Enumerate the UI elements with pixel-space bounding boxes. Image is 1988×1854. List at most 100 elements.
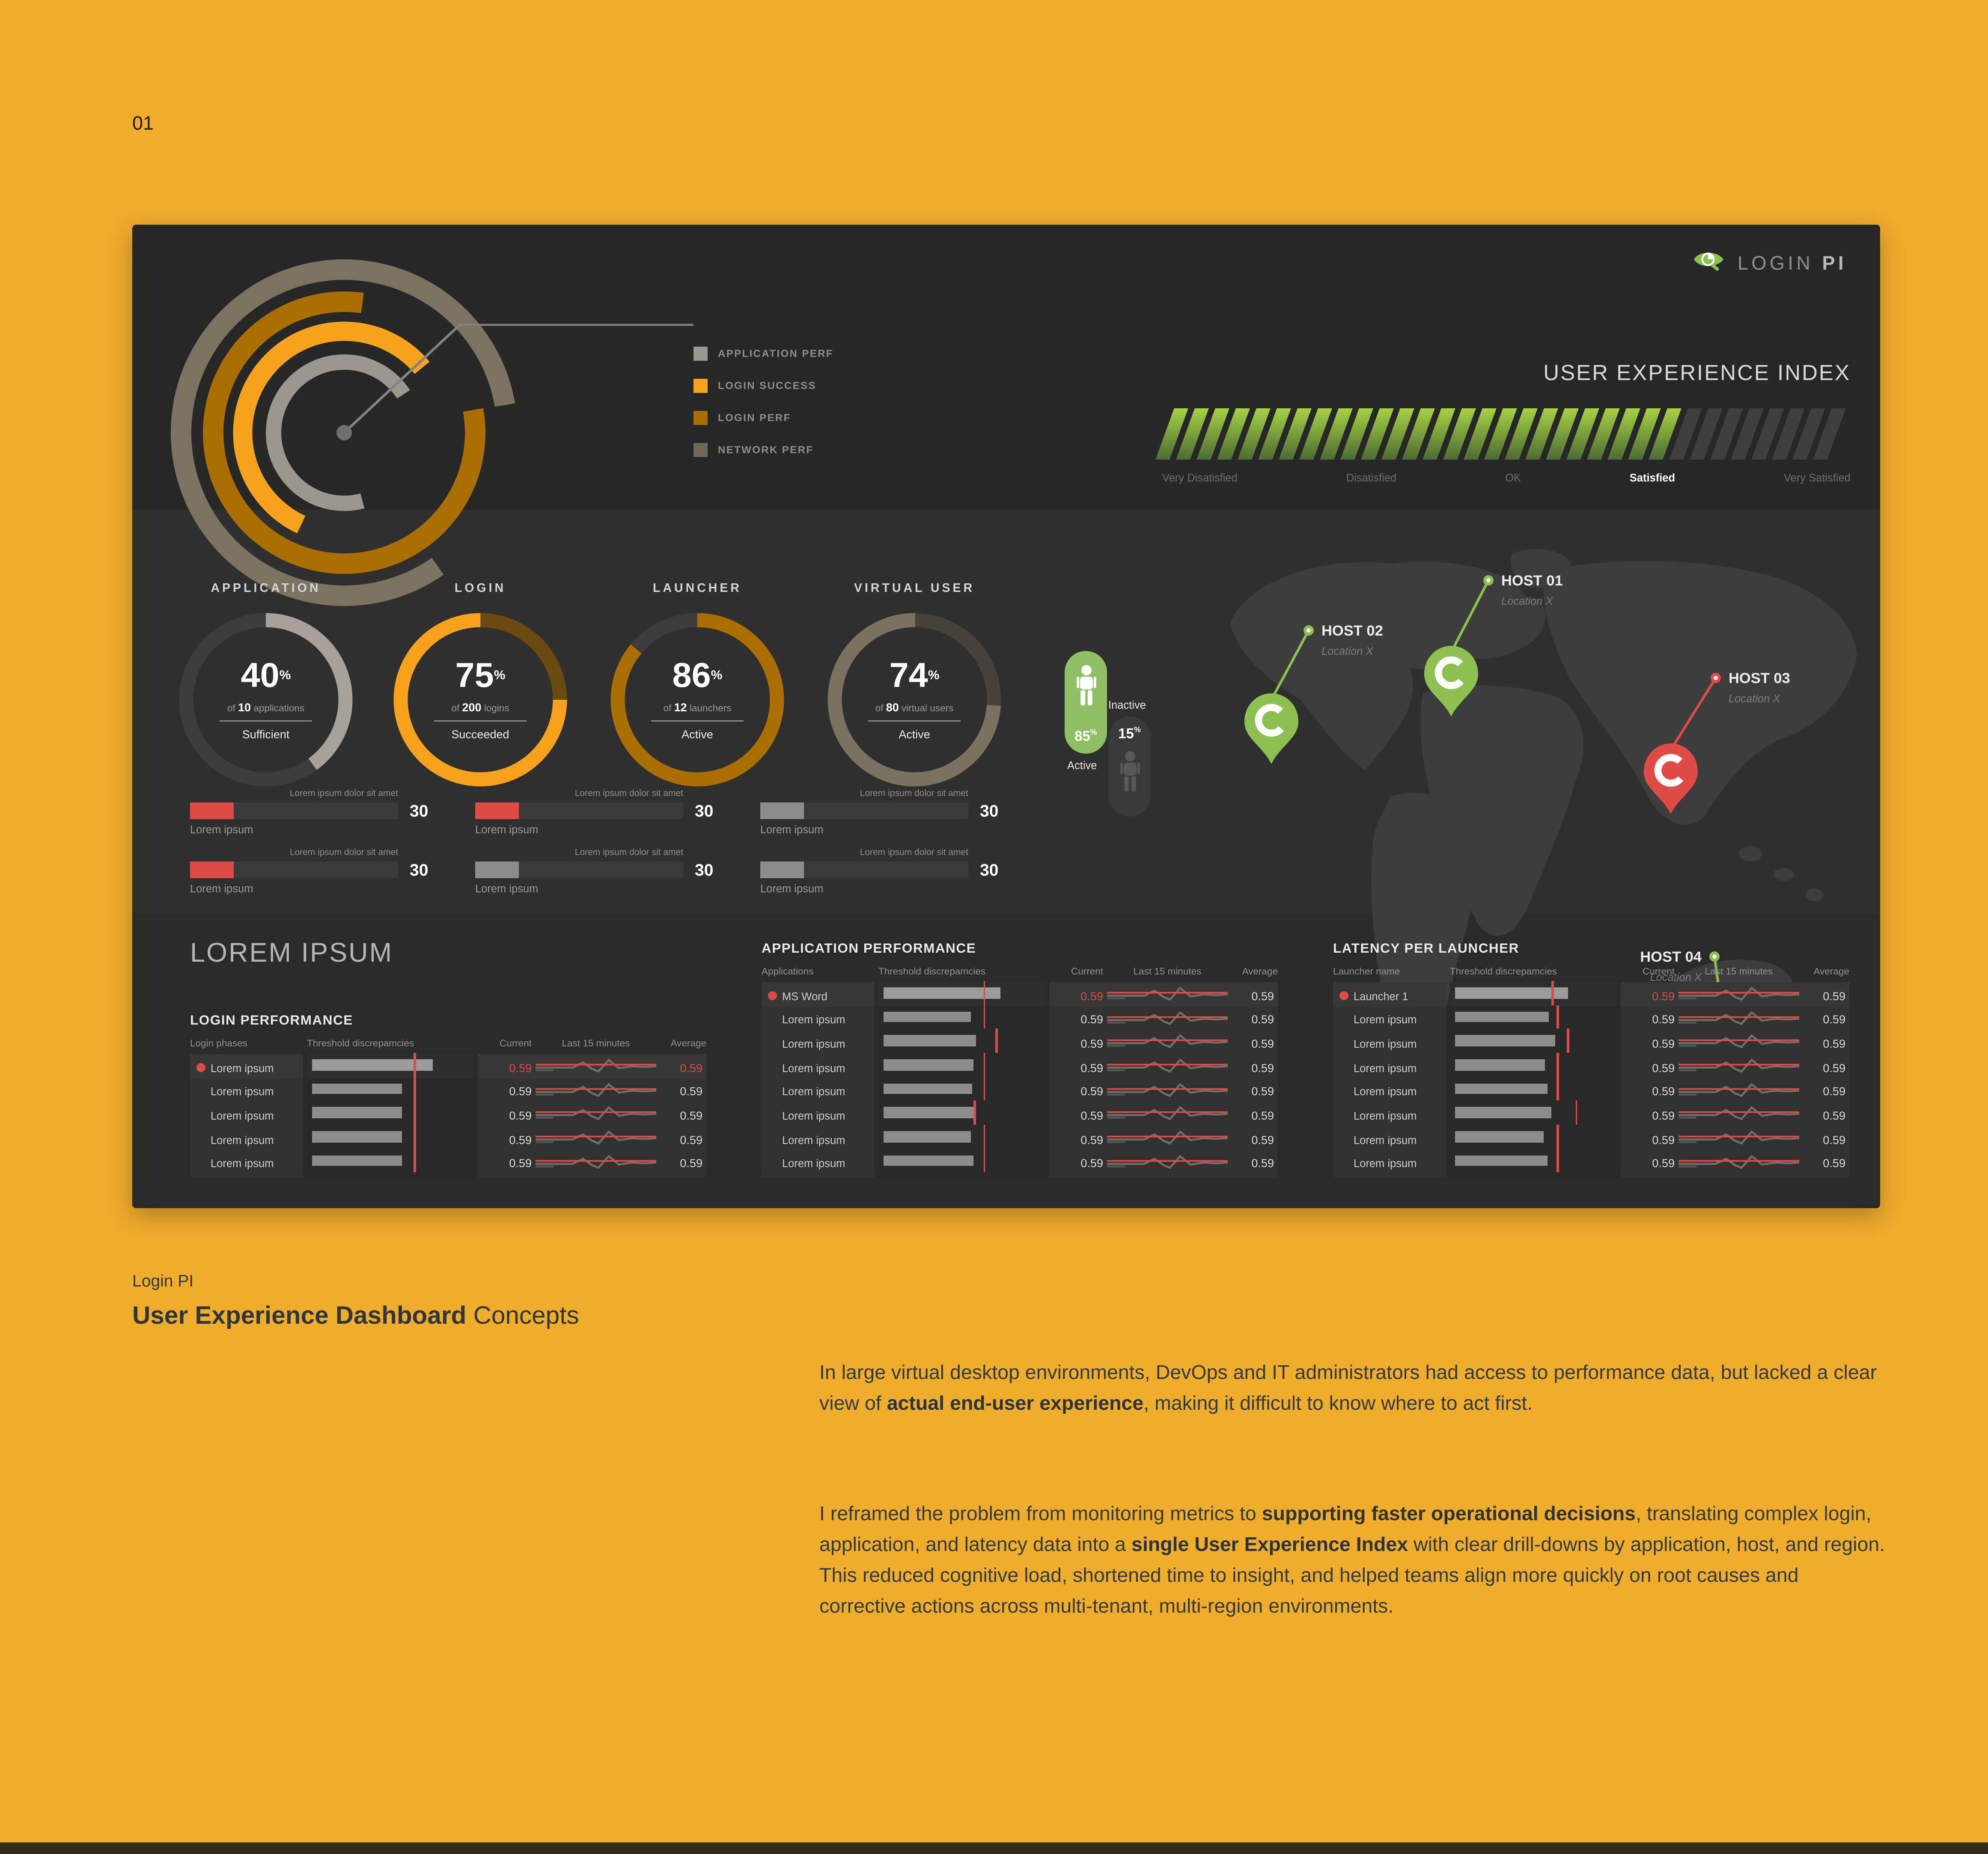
row-current: 0.59 xyxy=(1080,1013,1103,1026)
row-threshold-bar xyxy=(878,981,1045,1009)
table-row[interactable]: Lorem ipsum 0.59 0.59 xyxy=(190,1077,710,1105)
legend-item-1[interactable]: LOGIN SUCCESS xyxy=(693,379,833,393)
table-row[interactable]: Lorem ipsum 0.59 0.59 xyxy=(762,1149,1282,1177)
row-threshold-bar xyxy=(1450,1005,1617,1034)
table-row[interactable]: Lorem ipsum 0.59 0.59 xyxy=(762,1101,1282,1129)
sparkline xyxy=(1107,1058,1228,1073)
table-row[interactable]: Lorem ipsum 0.59 0.59 xyxy=(1333,1077,1853,1105)
table-row[interactable]: Lorem ipsum 0.59 0.59 xyxy=(190,1053,710,1081)
uei-label-active: Satisfied xyxy=(1629,471,1676,484)
row-threshold-bar xyxy=(307,1125,474,1153)
donut-launcher: LAUNCHER 86% of 12 launchers Active xyxy=(601,582,794,796)
table-header: Applications Threshold discrepamcies Cur… xyxy=(762,966,1282,977)
sparkline xyxy=(1678,1130,1800,1145)
table-row[interactable]: Lorem ipsum 0.59 0.59 xyxy=(1333,1053,1853,1082)
kpi-bottom-label: Lorem ipsum xyxy=(190,823,253,836)
donut-status: Succeeded xyxy=(451,728,509,741)
legend-item-2[interactable]: LOGIN PERF xyxy=(693,411,833,425)
row-metrics: 0.59 0.59 xyxy=(1049,982,1278,1009)
kpi-value: 30 xyxy=(980,860,999,879)
caption-kicker: Login PI xyxy=(132,1271,194,1290)
uei-title: USER EXPERIENCE INDEX xyxy=(1543,361,1851,385)
col-last15: Last 15 minutes xyxy=(1133,966,1202,977)
table-row[interactable]: Lorem ipsum 0.59 0.59 xyxy=(1333,1149,1853,1177)
donut-divider xyxy=(651,720,744,722)
table-row[interactable]: Lorem ipsum 0.59 0.59 xyxy=(1333,1029,1853,1058)
sparkline xyxy=(1678,1082,1800,1097)
needle-hub xyxy=(336,425,352,440)
radial-ring xyxy=(171,259,518,606)
col-average: Average xyxy=(1242,966,1278,977)
sparkline xyxy=(1678,1058,1800,1073)
donut-value: 86% xyxy=(672,656,723,695)
table-row[interactable]: Lorem ipsum 0.59 0.59 xyxy=(190,1149,710,1177)
host-pin-2[interactable]: HOST 02 Location X xyxy=(1244,623,1383,764)
host-pin-1[interactable]: HOST 01 Location X xyxy=(1424,573,1563,716)
kpi-track xyxy=(760,802,968,819)
row-current: 0.59 xyxy=(509,1061,532,1074)
kpi-bar-5: Lorem ipsum dolor sit amet 30 Lorem ipsu… xyxy=(475,849,760,895)
row-current: 0.59 xyxy=(1652,1037,1675,1050)
active-users-pill: 85% xyxy=(1065,651,1107,754)
host-pin-3[interactable]: HOST 03 Location X xyxy=(1644,670,1790,814)
sparkline xyxy=(1678,1106,1800,1121)
uei-label: OK xyxy=(1505,471,1521,484)
kpi-bottom-label: Lorem ipsum xyxy=(760,882,824,895)
table-row[interactable]: Lorem ipsum 0.59 0.59 xyxy=(1333,1101,1853,1129)
table-row[interactable]: Lorem ipsum 0.59 0.59 xyxy=(190,1101,710,1129)
table-row[interactable]: Lorem ipsum 0.59 0.59 xyxy=(762,1077,1282,1105)
alert-dot-icon xyxy=(196,1063,205,1072)
caption-paragraph-1: In large virtual desktop environments, D… xyxy=(819,1362,1877,1415)
table-row[interactable]: Lorem ipsum 0.59 0.59 xyxy=(762,1029,1282,1058)
table-row[interactable]: Launcher 1 0.59 0.59 xyxy=(1333,981,1853,1009)
sparkline xyxy=(1678,986,1800,1001)
row-average: 0.59 xyxy=(1823,1085,1845,1098)
uei-label: Very Disatisfied xyxy=(1162,471,1238,484)
row-metrics: 0.59 0.59 xyxy=(1049,1102,1278,1129)
row-current: 0.59 xyxy=(1080,989,1103,1002)
row-threshold-bar xyxy=(1450,981,1617,1009)
table-row[interactable]: Lorem ipsum 0.59 0.59 xyxy=(762,1125,1282,1153)
legend-item-0[interactable]: APPLICATION PERF xyxy=(693,347,833,361)
row-average: 0.59 xyxy=(1251,1013,1274,1026)
table-row[interactable]: Lorem ipsum 0.59 0.59 xyxy=(1333,1125,1853,1153)
legend-label: LOGIN SUCCESS xyxy=(718,380,816,392)
uei-label: Disatisfied xyxy=(1346,471,1397,484)
legend-item-3[interactable]: NETWORK PERF xyxy=(693,443,833,457)
row-average: 0.59 xyxy=(1251,1157,1274,1170)
row-current: 0.59 xyxy=(509,1109,532,1122)
host-location: Location X xyxy=(1650,972,1702,983)
row-metrics: 0.59 0.59 xyxy=(1621,1078,1849,1105)
table-row[interactable]: Lorem ipsum 0.59 0.59 xyxy=(190,1125,710,1153)
kpi-bottom-label: Lorem ipsum xyxy=(190,882,253,895)
kpi-fill xyxy=(475,802,519,819)
sparkline xyxy=(536,1154,657,1169)
row-threshold-bar xyxy=(1450,1125,1617,1153)
table-row[interactable]: Lorem ipsum 0.59 0.59 xyxy=(762,1053,1282,1082)
row-current: 0.59 xyxy=(509,1085,532,1098)
kpi-top-label: Lorem ipsum dolor sit amet xyxy=(574,849,683,858)
donut-title: APPLICATION xyxy=(211,582,321,596)
kpi-fill xyxy=(190,862,234,878)
row-metrics: 0.59 0.59 xyxy=(1049,1030,1278,1058)
row-name: Lorem ipsum xyxy=(1333,1030,1446,1058)
row-metrics: 0.59 0.59 xyxy=(1621,1126,1849,1153)
table-row[interactable]: MS Word 0.59 0.59 xyxy=(762,981,1282,1009)
alert-dot-icon xyxy=(768,991,777,1000)
row-name: Lorem ipsum xyxy=(1333,1006,1446,1034)
row-metrics: 0.59 0.59 xyxy=(478,1126,706,1153)
footer-bar xyxy=(0,1842,1988,1854)
row-metrics: 0.59 0.59 xyxy=(1621,1030,1849,1058)
row-metrics: 0.59 0.59 xyxy=(1621,982,1849,1009)
row-metrics: 0.59 0.59 xyxy=(478,1078,706,1105)
row-metrics: 0.59 0.59 xyxy=(1049,1126,1278,1153)
row-metrics: 0.59 0.59 xyxy=(1049,1054,1278,1082)
donut-divider xyxy=(868,720,961,722)
row-average: 0.59 xyxy=(1251,1109,1274,1122)
kpi-top-label: Lorem ipsum dolor sit amet xyxy=(574,790,683,799)
row-name: Lorem ipsum xyxy=(762,1150,875,1177)
inactive-users-pct: 15% xyxy=(1118,727,1141,742)
row-threshold-bar xyxy=(878,1077,1045,1105)
table-row[interactable]: Lorem ipsum 0.59 0.59 xyxy=(1333,1005,1853,1034)
table-row[interactable]: Lorem ipsum 0.59 0.59 xyxy=(762,1005,1282,1034)
